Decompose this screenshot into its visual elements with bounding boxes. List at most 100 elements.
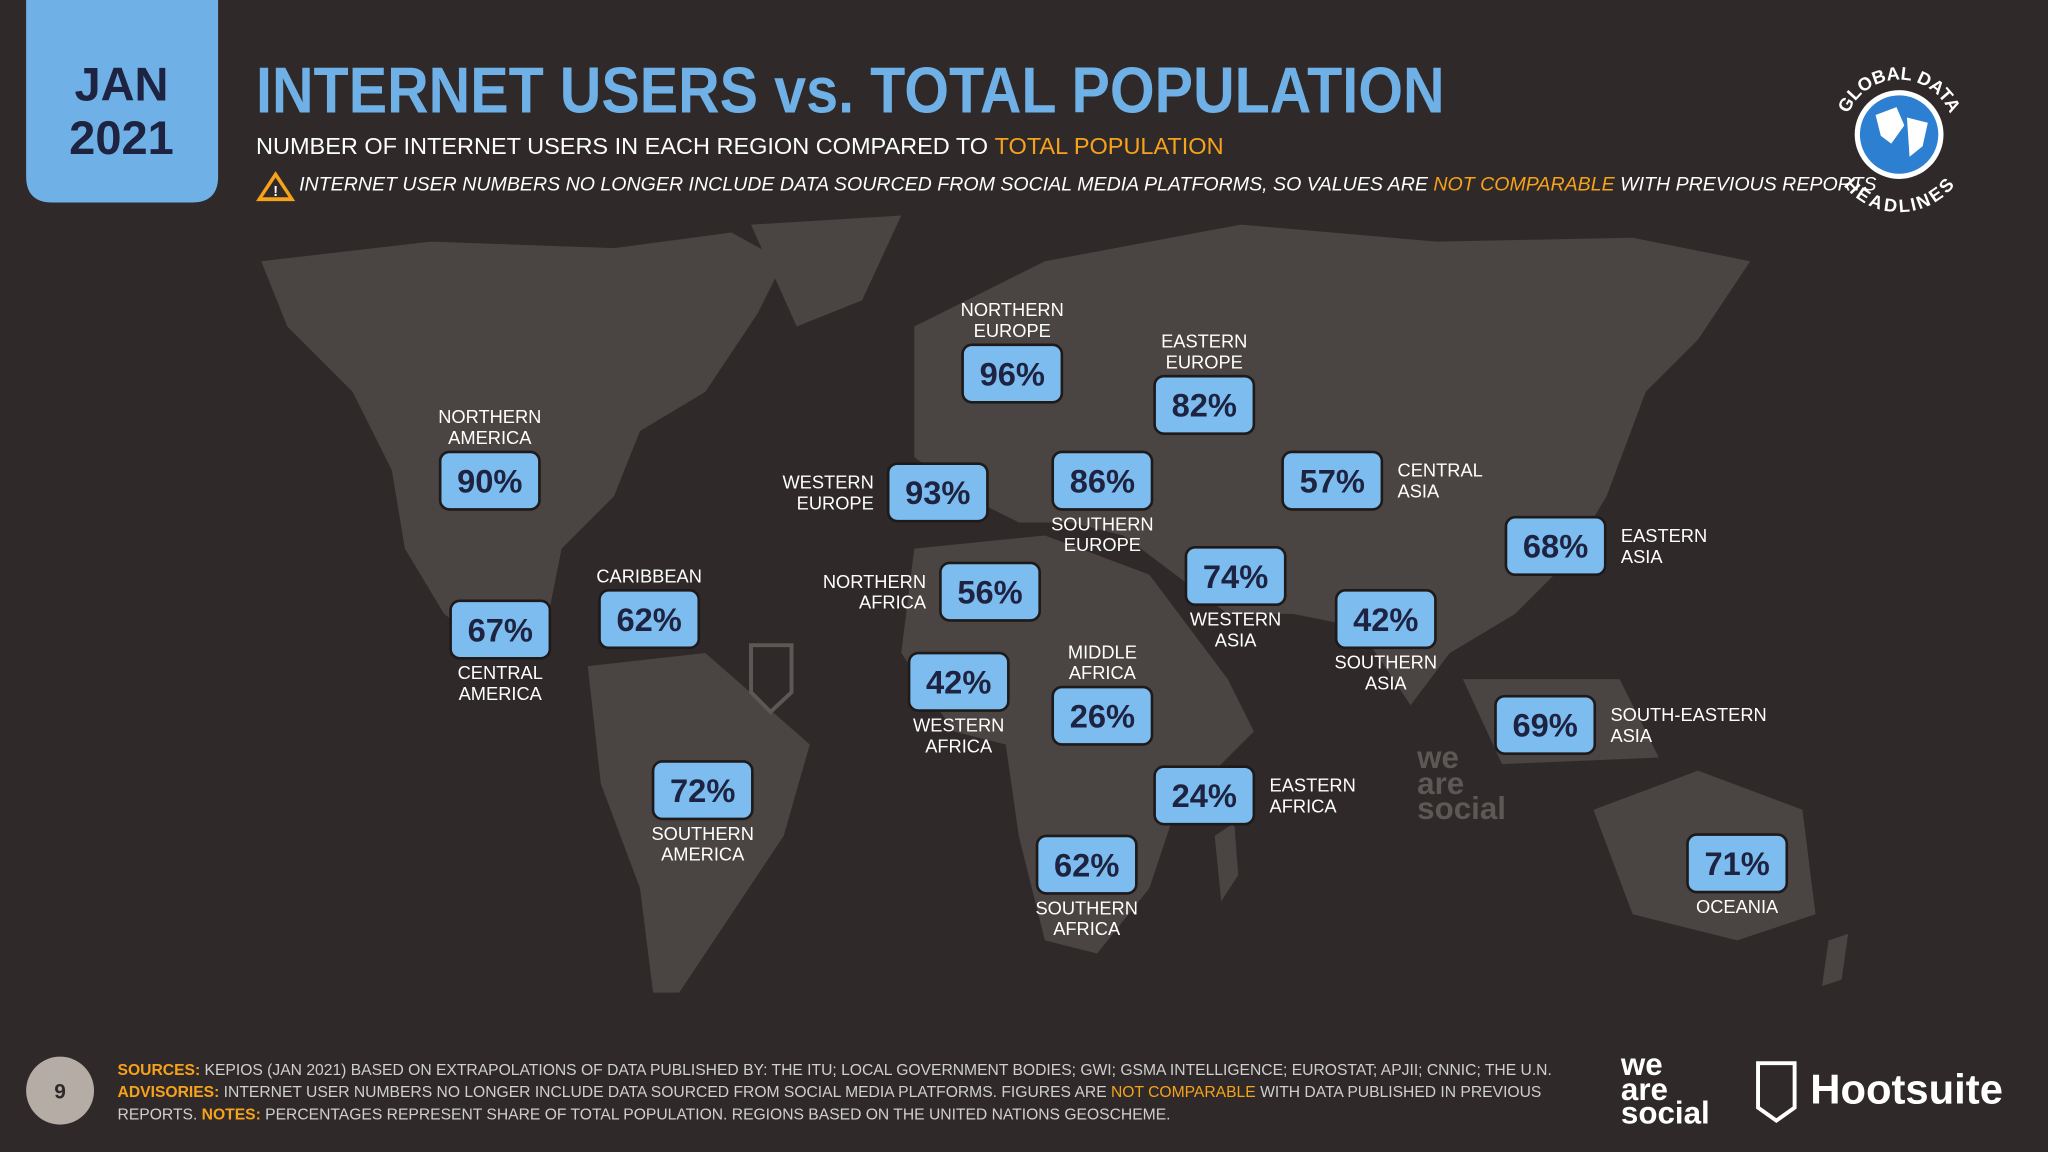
value-label: 82%	[1172, 387, 1237, 424]
value-box	[1494, 694, 1597, 755]
value-label: 90%	[457, 462, 522, 499]
region-name: AFRICA	[1053, 918, 1121, 939]
footer-segment: ADVISORIES:	[118, 1084, 220, 1101]
value-box	[907, 651, 1010, 712]
footer-segment: SOURCES:	[118, 1062, 201, 1079]
region-name: AFRICA	[925, 735, 993, 756]
value-label: 86%	[1070, 462, 1135, 499]
footer-segment: KEPIOS (JAN 2021) BASED ON EXTRAPOLATION…	[200, 1062, 1552, 1079]
warning-mark: !	[273, 184, 278, 200]
map-watermark: we are social	[1416, 740, 1506, 826]
watermark-social: social	[1417, 791, 1506, 826]
footer-segment: NOTES:	[202, 1106, 261, 1123]
title: INTERNET USERS vs. TOTAL POPULATION	[256, 53, 1445, 126]
footer-segment: WITH DATA PUBLISHED IN PREVIOUS	[1256, 1084, 1542, 1101]
logo-we: we	[1620, 1047, 1663, 1082]
region-name: NORTHERN	[961, 299, 1064, 320]
footer-segment: INTERNET USER NUMBERS NO LONGER INCLUDE …	[219, 1084, 1111, 1101]
value-label: 96%	[980, 355, 1045, 392]
value-box	[1051, 685, 1154, 746]
value-box	[886, 462, 989, 523]
date-year: 2021	[69, 111, 174, 164]
subtitle-highlight: TOTAL POPULATION	[995, 133, 1224, 159]
region-name: EUROPE	[974, 320, 1051, 341]
region-name: SOUTHERN	[651, 823, 754, 844]
value-box	[598, 589, 701, 650]
value-label: 26%	[1070, 698, 1135, 735]
value-label: 68%	[1523, 528, 1588, 565]
value-box	[1051, 450, 1154, 511]
region-name: MIDDLE	[1068, 641, 1137, 662]
subtitle: NUMBER OF INTERNET USERS IN EACH REGION …	[256, 133, 1224, 159]
region-name: ASIA	[1398, 481, 1440, 502]
region-name: ASIA	[1365, 673, 1407, 694]
value-label: 71%	[1704, 845, 1769, 882]
value-label: 74%	[1203, 558, 1268, 595]
hootsuite-logo: Hootsuite	[1810, 1066, 2003, 1113]
footer-notes: SOURCES: KEPIOS (JAN 2021) BASED ON EXTR…	[118, 1062, 1552, 1123]
region-name: EUROPE	[1064, 534, 1141, 555]
page-circle	[26, 1056, 95, 1125]
region-name: ASIA	[1610, 725, 1652, 746]
value-box	[1035, 834, 1138, 895]
value-box	[1153, 374, 1256, 435]
region-name: AFRICA	[859, 592, 927, 613]
logo-social: social	[1621, 1095, 1710, 1130]
region-name: AMERICA	[661, 844, 745, 865]
value-box	[449, 599, 552, 660]
we-are-social-logo: we are social	[1620, 1047, 1710, 1130]
region-name: SOUTHERN	[1335, 652, 1438, 673]
footer-segment: REPORTS.	[118, 1106, 202, 1123]
globe	[1859, 95, 1939, 174]
region-name: SOUTH-EASTERN	[1610, 704, 1766, 725]
footer-segment: NOT COMPARABLE	[1111, 1084, 1256, 1101]
value-label: 72%	[670, 772, 735, 809]
value-box	[1281, 450, 1384, 511]
region-name: AMERICA	[459, 683, 543, 704]
region-name: ASIA	[1215, 630, 1257, 651]
value-box	[651, 760, 754, 821]
value-box	[961, 343, 1064, 404]
value-box	[1334, 589, 1437, 650]
region: 71% OCEANIA	[1686, 833, 1789, 917]
value-box	[1153, 765, 1256, 826]
warning-highlight: NOT COMPARABLE	[1433, 174, 1615, 196]
hootsuite-owl	[1756, 1061, 1797, 1124]
warning-text: INTERNET USER NUMBERS NO LONGER INCLUDE …	[299, 174, 1433, 196]
warning-icon-inner	[262, 177, 289, 198]
value-label: 56%	[957, 573, 1022, 610]
region-name: OCEANIA	[1696, 896, 1779, 917]
regions: 90%NORTHERNAMERICA67%CENTRALAMERICA62%CA…	[438, 299, 1789, 939]
date-month: JAN	[74, 58, 168, 111]
region-name: EASTERN	[1621, 525, 1707, 546]
region-name: CENTRAL	[1398, 460, 1483, 481]
region-name: EASTERN	[1161, 330, 1247, 351]
value-box	[1686, 833, 1789, 894]
region-name: AFRICA	[1270, 795, 1338, 816]
value-label: 62%	[616, 601, 681, 638]
date-box	[26, 0, 219, 203]
page-number: 9	[54, 1080, 66, 1103]
region-name: SOUTHERN	[1051, 513, 1154, 534]
region-name: NORTHERN	[823, 571, 926, 592]
region-name: CENTRAL	[458, 662, 543, 683]
owl-watermark	[749, 643, 794, 715]
warning-end: WITH PREVIOUS REPORTS	[1615, 174, 1877, 196]
region-name: CARIBBEAN	[596, 566, 702, 587]
region-name: WESTERN	[782, 471, 873, 492]
